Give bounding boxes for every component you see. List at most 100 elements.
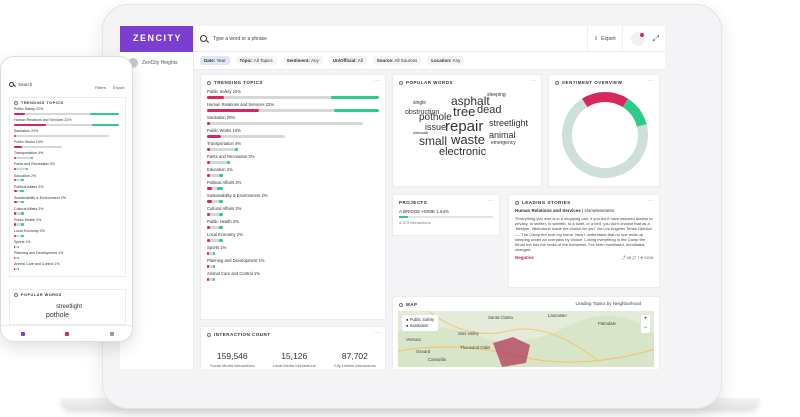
- word-cloud-word[interactable]: animal: [489, 130, 516, 140]
- topic-row[interactable]: Cultural Affairs 2%: [207, 206, 379, 219]
- map-label: Ventura: [406, 337, 421, 342]
- topic-row[interactable]: Animal Care and Control 1%: [14, 262, 121, 273]
- word-cloud-word[interactable]: small: [419, 134, 448, 148]
- legend-public-safety[interactable]: ● Public Safety: [406, 317, 435, 322]
- word-cloud-word[interactable]: emergency: [491, 140, 516, 146]
- more-icon[interactable]: ···: [648, 78, 654, 84]
- word-cloud-word[interactable]: single: [413, 100, 427, 106]
- more-icon[interactable]: ···: [648, 198, 654, 204]
- topic-bar-negative: [14, 123, 46, 126]
- search-input[interactable]: Type a word or a phrase: [213, 35, 267, 42]
- topic-bar: [14, 123, 121, 126]
- topic-bar: [14, 112, 121, 115]
- logo[interactable]: ZENCITY: [120, 26, 193, 52]
- topic-bar: [14, 156, 121, 160]
- word-cloud-word[interactable]: pothole: [419, 112, 452, 123]
- filter-source[interactable]: Source: All Sources: [372, 56, 422, 65]
- user-name: ZenCity Heights: [142, 60, 178, 66]
- topic-row[interactable]: Education 2%: [207, 167, 379, 180]
- topic-row[interactable]: Human Relations and Services 22%: [14, 118, 121, 129]
- topic-row[interactable]: Transportation 4%: [207, 141, 379, 154]
- topic-row[interactable]: Public Safety 22%: [14, 107, 121, 118]
- topic-row[interactable]: Human Relations and Services 22%: [207, 102, 379, 115]
- word-cloud-word[interactable]: repair: [445, 118, 484, 135]
- donut-slice-positive[interactable]: [622, 98, 647, 128]
- more-icon[interactable]: ···: [374, 78, 380, 84]
- topic-row[interactable]: Sports 1%: [207, 245, 379, 258]
- topic-label: Political Affairs 2%: [14, 184, 44, 189]
- topic-row[interactable]: Sanitation 20%: [207, 115, 379, 128]
- more-icon[interactable]: ···: [374, 330, 380, 336]
- topic-row[interactable]: Planning and Development 1%: [207, 258, 379, 271]
- filter-date[interactable]: Date: Year: [200, 56, 230, 65]
- topic-bar: [14, 256, 121, 259]
- word-cloud-word[interactable]: obstruction: [405, 109, 440, 116]
- topic-row[interactable]: Public Safety 22%: [207, 89, 379, 102]
- filter-topic[interactable]: Topic: All Topics: [235, 56, 277, 65]
- map-label: Lancaster: [548, 313, 567, 318]
- topic-row[interactable]: Public Works 10%: [207, 128, 379, 141]
- topic-row[interactable]: Parks and Recreation 3%: [14, 162, 121, 173]
- map-subtitle[interactable]: Leading Topics by Neighborhood: [575, 301, 641, 306]
- donut-slice-neutral[interactable]: [562, 98, 648, 178]
- nav-alerts-icon[interactable]: [65, 331, 70, 336]
- topic-row[interactable]: Public Health 2%: [207, 219, 379, 232]
- user-profile[interactable]: ZenCity Heights: [120, 52, 193, 74]
- topic-row[interactable]: Transportation 4%: [14, 151, 121, 162]
- mobile-export-button[interactable]: Export: [113, 85, 125, 90]
- export-button[interactable]: ⇪ Export: [586, 26, 623, 52]
- topic-bar-positive: [219, 174, 223, 177]
- topic-bar-negative: [207, 174, 211, 177]
- filter-sentiment[interactable]: Sentiment: Any: [282, 56, 323, 65]
- word-cloud-word[interactable]: sidewalk: [413, 130, 429, 135]
- topic-row[interactable]: Local Economy 2%: [207, 232, 379, 245]
- mobile-search[interactable]: Search: [9, 79, 126, 89]
- nav-menu-icon[interactable]: [109, 331, 114, 336]
- word-cloud-word[interactable]: asphalt: [451, 94, 490, 108]
- zoom-in-button[interactable]: +: [643, 316, 648, 322]
- more-icon[interactable]: ···: [488, 198, 494, 204]
- topic-row[interactable]: Sports 1%: [14, 240, 121, 251]
- mobile-filters-button[interactable]: Filters: [95, 85, 106, 90]
- topic-row[interactable]: Public Works 10%: [14, 140, 121, 151]
- export-icon: ⇪: [593, 35, 599, 42]
- expand-icon[interactable]: ⤢: [652, 33, 659, 43]
- topic-bar-neutral: [14, 223, 24, 226]
- mobile-popular-title: POPULAR WORDS: [10, 290, 125, 297]
- topic-row[interactable]: Animal Care and Control 1%: [207, 271, 379, 284]
- zoom-out-button[interactable]: −: [643, 325, 648, 331]
- topic-row[interactable]: Education 2%: [14, 174, 121, 185]
- word-cloud-word[interactable]: sleeping: [487, 92, 506, 98]
- notifications-icon[interactable]: [630, 31, 645, 46]
- topic-row[interactable]: Political Affairs 2%: [207, 180, 379, 193]
- legend-sanitation[interactable]: ● Sanitation: [406, 323, 429, 328]
- filter-official[interactable]: Un/Official: All: [328, 56, 367, 65]
- nav-home-icon[interactable]: [21, 331, 26, 336]
- filter-location[interactable]: Location: Any: [427, 56, 465, 65]
- topic-bar: [207, 161, 379, 164]
- topic-row[interactable]: Local Economy 2%: [14, 229, 121, 240]
- word-cloud-word[interactable]: dead: [477, 104, 502, 116]
- word-cloud-word[interactable]: electronic: [439, 146, 487, 158]
- topic-bar: [14, 190, 121, 193]
- topic-row[interactable]: Planning and Development 1%: [14, 251, 121, 262]
- topic-bar-positive: [217, 187, 223, 190]
- topic-row[interactable]: Political Affairs 2%: [14, 185, 121, 196]
- more-icon[interactable]: ···: [530, 78, 536, 84]
- topic-row[interactable]: Public Health 2%: [14, 218, 121, 229]
- map-view[interactable]: ● Public Safety ● Sanitation Santa Clari…: [398, 311, 654, 367]
- story-category: Human Relations and Services | Homelessn…: [515, 208, 614, 213]
- word-cloud-word[interactable]: tree: [453, 104, 476, 119]
- story-text[interactable]: "Everything you own is in a shopping car…: [515, 216, 653, 253]
- topic-row[interactable]: Parks and Recreation 3%: [207, 154, 379, 167]
- topic-row[interactable]: Cultural Affairs 2%: [14, 207, 121, 218]
- donut-slice-negative[interactable]: [581, 92, 629, 108]
- word-cloud-word[interactable]: streetlight: [489, 118, 529, 128]
- topic-row[interactable]: Sanitation 20%: [14, 129, 121, 140]
- word-cloud-word[interactable]: waste: [451, 132, 485, 147]
- topic-row[interactable]: Sustainability & Environment 2%: [207, 193, 379, 206]
- word-cloud-word[interactable]: issue: [425, 122, 447, 132]
- topic-bar-neutral: [207, 265, 215, 268]
- topic-row[interactable]: Sustainability & Environment 2%: [14, 196, 121, 207]
- project-name[interactable]: A BRIDGE HOME 1.64%: [399, 209, 450, 214]
